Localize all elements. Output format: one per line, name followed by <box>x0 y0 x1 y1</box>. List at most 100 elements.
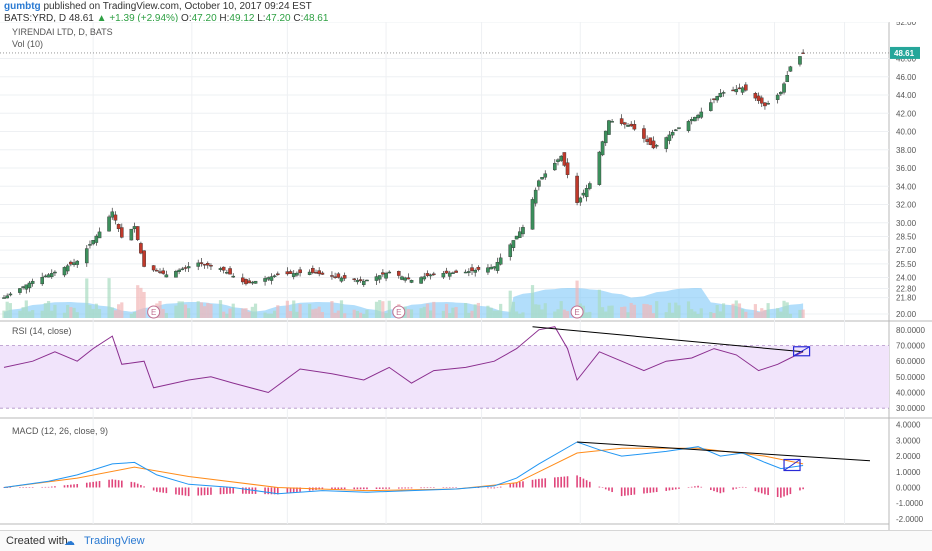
open-value: 47.20 <box>191 13 217 24</box>
volume-bar <box>164 313 168 318</box>
macd-tick-label: 2.0000 <box>896 452 921 461</box>
volume-bar <box>21 307 25 318</box>
volume-bar <box>85 278 89 318</box>
candle-body <box>419 277 423 284</box>
macd-histogram-bar <box>687 487 690 488</box>
earnings-marker-label: E <box>151 308 156 317</box>
volume-bar <box>196 301 200 318</box>
macd-histogram-bar <box>299 487 301 492</box>
macd-histogram-bar <box>426 487 429 489</box>
candle-body <box>202 263 207 266</box>
macd-histogram-bar <box>130 481 133 488</box>
macd-histogram-bar <box>47 486 50 488</box>
macd-histogram-bar <box>6 487 8 488</box>
x-tick-label: Sep <box>671 529 687 530</box>
volume-bar <box>429 310 433 318</box>
macd-histogram-bar <box>694 486 696 488</box>
candle-body <box>425 273 430 276</box>
macd-tick-label: 3.0000 <box>896 436 921 445</box>
volume-bar <box>671 312 675 318</box>
volume-bar <box>266 313 270 318</box>
rsi-tick-label: 30.0000 <box>896 404 925 413</box>
macd-histogram-bar <box>156 487 158 492</box>
candle-body <box>240 277 245 283</box>
close-value: 48.61 <box>303 13 329 24</box>
candle-body <box>69 261 73 265</box>
volume-bar <box>677 305 681 318</box>
created-with-label: Created with <box>6 535 68 547</box>
candles <box>2 49 805 299</box>
macd-histogram-bar <box>181 487 184 496</box>
volume-bar <box>218 300 223 318</box>
macd-histogram-bar <box>429 487 432 488</box>
candle-body <box>298 269 302 274</box>
volume-bar <box>285 300 289 318</box>
volume-bar <box>75 312 79 318</box>
volume-bar <box>664 312 668 318</box>
volume-bar <box>276 305 280 318</box>
volume-bar <box>50 310 54 318</box>
macd-trendline <box>577 441 871 462</box>
candle-body <box>744 84 748 91</box>
candle-body <box>673 129 678 131</box>
candle-body <box>43 275 48 278</box>
candle-body <box>339 277 344 282</box>
macd-histogram-bar <box>108 479 110 488</box>
price-tick-label: 21.80 <box>896 294 917 303</box>
macd-histogram-bar <box>410 487 413 489</box>
candle-body <box>699 111 704 118</box>
candle-body <box>72 262 76 265</box>
candle-body <box>740 87 745 93</box>
volume-bar <box>604 311 608 318</box>
volume-bar <box>731 303 735 318</box>
macd-histogram-bar <box>697 485 699 488</box>
volume-bar <box>317 306 321 318</box>
macd-histogram-bar <box>175 487 177 495</box>
candle-body <box>689 119 694 122</box>
macd-histogram-bar <box>624 487 626 496</box>
candle-body <box>352 278 357 280</box>
candle-body <box>132 226 137 230</box>
candle-body <box>288 271 293 274</box>
rsi-tick-label: 50.0000 <box>896 373 925 382</box>
volume-bar <box>27 311 32 318</box>
volume-bar <box>158 300 162 318</box>
candle-body <box>381 272 385 275</box>
volume-bar <box>53 304 57 318</box>
macd-histogram-bar <box>455 487 457 488</box>
candle-body <box>664 137 669 149</box>
macd-histogram-bar <box>70 484 72 488</box>
macd-histogram-bar <box>85 482 88 488</box>
volume-bar <box>308 304 312 318</box>
volume-bar <box>91 308 95 318</box>
volume-bar <box>311 309 315 318</box>
candle-body <box>21 286 25 288</box>
volume-bar <box>244 308 248 318</box>
macd-histogram-bar <box>98 481 101 488</box>
macd-histogram-bar <box>544 478 547 488</box>
volume-bar <box>626 312 630 318</box>
price-tick-label: 40.00 <box>896 128 917 137</box>
candle-body <box>444 270 449 274</box>
tradingview-link[interactable]: TradingView <box>84 535 145 547</box>
volume-bar <box>330 301 334 318</box>
candle-body <box>441 273 446 278</box>
candle-body <box>642 128 646 139</box>
volume-bar <box>263 312 267 318</box>
macd-histogram-bar <box>140 485 142 488</box>
author-link[interactable]: gumbtg <box>4 1 41 12</box>
volume-bar <box>295 311 299 318</box>
volume-bar <box>753 304 757 318</box>
macd-histogram-bar <box>407 487 410 489</box>
chart-area[interactable]: Mar Apr May Jun Jul Aug Sep Oct 23 80.0000 70.000… <box>0 22 932 530</box>
volume-bar <box>253 303 258 318</box>
volume-bar <box>136 285 140 318</box>
volume-bar <box>518 313 522 318</box>
candle-body <box>654 145 659 147</box>
volume-bar <box>655 301 659 318</box>
macd-histogram-bar <box>538 478 540 488</box>
candle-body <box>543 173 548 178</box>
candle-body <box>174 271 178 278</box>
candle-body <box>269 276 274 281</box>
candle-body <box>766 103 770 105</box>
